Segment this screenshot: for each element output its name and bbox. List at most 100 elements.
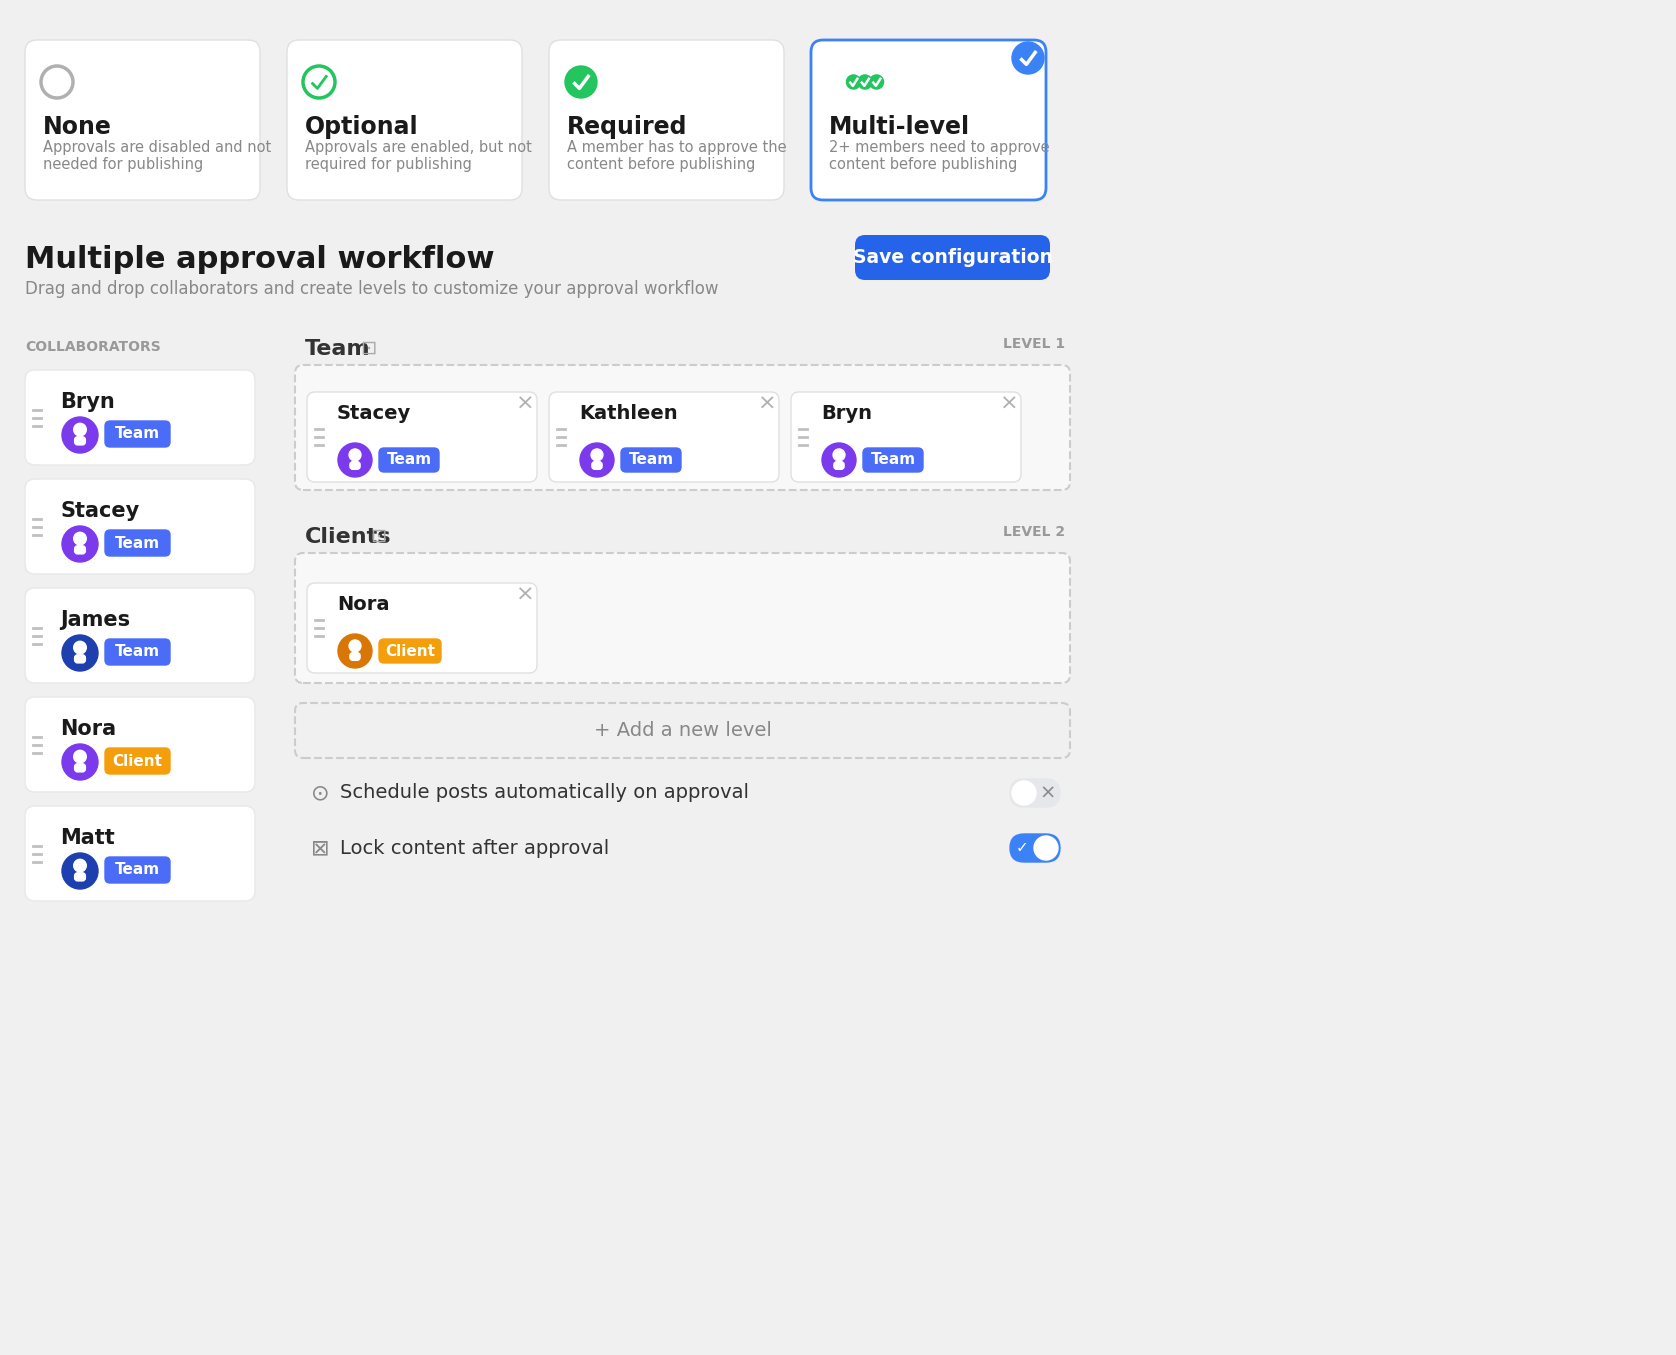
Text: Drag and drop collaborators and create levels to customize your approval workflo: Drag and drop collaborators and create l… (25, 280, 719, 298)
Text: Team: Team (116, 427, 161, 442)
Text: A member has to approve the
content before publishing: A member has to approve the content befo… (566, 140, 786, 172)
Circle shape (62, 417, 97, 453)
Text: ×: × (758, 394, 776, 415)
FancyBboxPatch shape (106, 421, 169, 447)
Text: Team: Team (116, 535, 161, 550)
Text: ✓: ✓ (1016, 840, 1029, 855)
Circle shape (62, 635, 97, 671)
Text: ×: × (516, 585, 535, 604)
Text: Nora: Nora (60, 720, 116, 738)
FancyBboxPatch shape (75, 436, 85, 444)
Circle shape (74, 533, 85, 545)
Text: Lock content after approval: Lock content after approval (340, 839, 610, 858)
Text: COLLABORATORS: COLLABORATORS (25, 340, 161, 354)
FancyBboxPatch shape (75, 546, 85, 554)
Circle shape (580, 443, 613, 477)
FancyBboxPatch shape (550, 392, 779, 482)
FancyBboxPatch shape (295, 364, 1069, 491)
Circle shape (870, 75, 883, 89)
FancyBboxPatch shape (1011, 779, 1059, 808)
FancyBboxPatch shape (307, 392, 536, 482)
Text: 2+ members need to approve
content before publishing: 2+ members need to approve content befor… (830, 140, 1049, 172)
Text: Stacey: Stacey (60, 501, 139, 522)
Text: Team: Team (387, 453, 431, 467)
Circle shape (74, 751, 85, 763)
Circle shape (833, 449, 845, 461)
FancyBboxPatch shape (25, 370, 255, 465)
FancyBboxPatch shape (287, 41, 521, 201)
FancyBboxPatch shape (307, 583, 536, 673)
Text: ×: × (999, 394, 1019, 415)
Text: Team: Team (116, 645, 161, 660)
Circle shape (74, 859, 85, 871)
Text: Approvals are disabled and not
needed for publishing: Approvals are disabled and not needed fo… (44, 140, 272, 172)
Circle shape (1012, 42, 1044, 75)
FancyBboxPatch shape (106, 530, 169, 556)
Text: Client: Client (385, 644, 436, 659)
Text: Team: Team (628, 453, 674, 467)
Text: ×: × (1039, 783, 1056, 802)
FancyBboxPatch shape (25, 41, 260, 201)
FancyBboxPatch shape (855, 234, 1049, 280)
FancyBboxPatch shape (379, 640, 441, 663)
FancyBboxPatch shape (75, 764, 85, 772)
FancyBboxPatch shape (379, 449, 439, 472)
Circle shape (62, 744, 97, 780)
Circle shape (74, 641, 85, 654)
Text: ⊡: ⊡ (370, 527, 387, 546)
Text: Clients: Clients (305, 527, 392, 547)
FancyBboxPatch shape (350, 462, 360, 469)
Text: ⊠: ⊠ (310, 837, 328, 858)
Text: Approvals are enabled, but not
required for publishing: Approvals are enabled, but not required … (305, 140, 531, 172)
Circle shape (62, 854, 97, 889)
Text: Optional: Optional (305, 115, 419, 140)
Text: Team: Team (870, 453, 915, 467)
Text: + Add a new level: + Add a new level (593, 721, 771, 740)
FancyBboxPatch shape (25, 480, 255, 575)
Text: Required: Required (566, 115, 687, 140)
Text: Bryn: Bryn (821, 404, 872, 423)
FancyBboxPatch shape (75, 654, 85, 663)
Circle shape (1012, 780, 1036, 805)
Circle shape (349, 449, 360, 461)
Text: Stacey: Stacey (337, 404, 411, 423)
Text: James: James (60, 610, 131, 630)
Text: Multiple approval workflow: Multiple approval workflow (25, 245, 494, 274)
FancyBboxPatch shape (622, 449, 680, 472)
Circle shape (62, 526, 97, 562)
FancyBboxPatch shape (106, 748, 169, 774)
Text: Team: Team (305, 339, 370, 359)
Text: Kathleen: Kathleen (578, 404, 677, 423)
FancyBboxPatch shape (295, 553, 1069, 683)
FancyBboxPatch shape (106, 640, 169, 665)
Circle shape (565, 66, 597, 98)
Circle shape (846, 75, 860, 89)
FancyBboxPatch shape (811, 41, 1046, 201)
FancyBboxPatch shape (75, 873, 85, 881)
Text: LEVEL 2: LEVEL 2 (1002, 524, 1064, 539)
Circle shape (1034, 836, 1058, 860)
Text: ⊙: ⊙ (310, 783, 328, 804)
Text: ×: × (516, 394, 535, 415)
Text: Bryn: Bryn (60, 392, 114, 412)
Circle shape (858, 75, 872, 89)
Circle shape (821, 443, 856, 477)
Text: Nora: Nora (337, 595, 389, 614)
FancyBboxPatch shape (25, 806, 255, 901)
Text: Save configuration: Save configuration (853, 248, 1053, 267)
Circle shape (592, 449, 603, 461)
FancyBboxPatch shape (1011, 833, 1059, 862)
FancyBboxPatch shape (350, 653, 360, 660)
FancyBboxPatch shape (863, 449, 923, 472)
FancyBboxPatch shape (592, 462, 602, 469)
FancyBboxPatch shape (835, 462, 845, 469)
Circle shape (339, 634, 372, 668)
Text: LEVEL 1: LEVEL 1 (1002, 337, 1064, 351)
Text: Matt: Matt (60, 828, 114, 848)
FancyBboxPatch shape (25, 696, 255, 793)
FancyBboxPatch shape (791, 392, 1021, 482)
FancyBboxPatch shape (106, 856, 169, 883)
FancyBboxPatch shape (550, 41, 784, 201)
Text: Client: Client (112, 753, 163, 768)
FancyBboxPatch shape (25, 588, 255, 683)
